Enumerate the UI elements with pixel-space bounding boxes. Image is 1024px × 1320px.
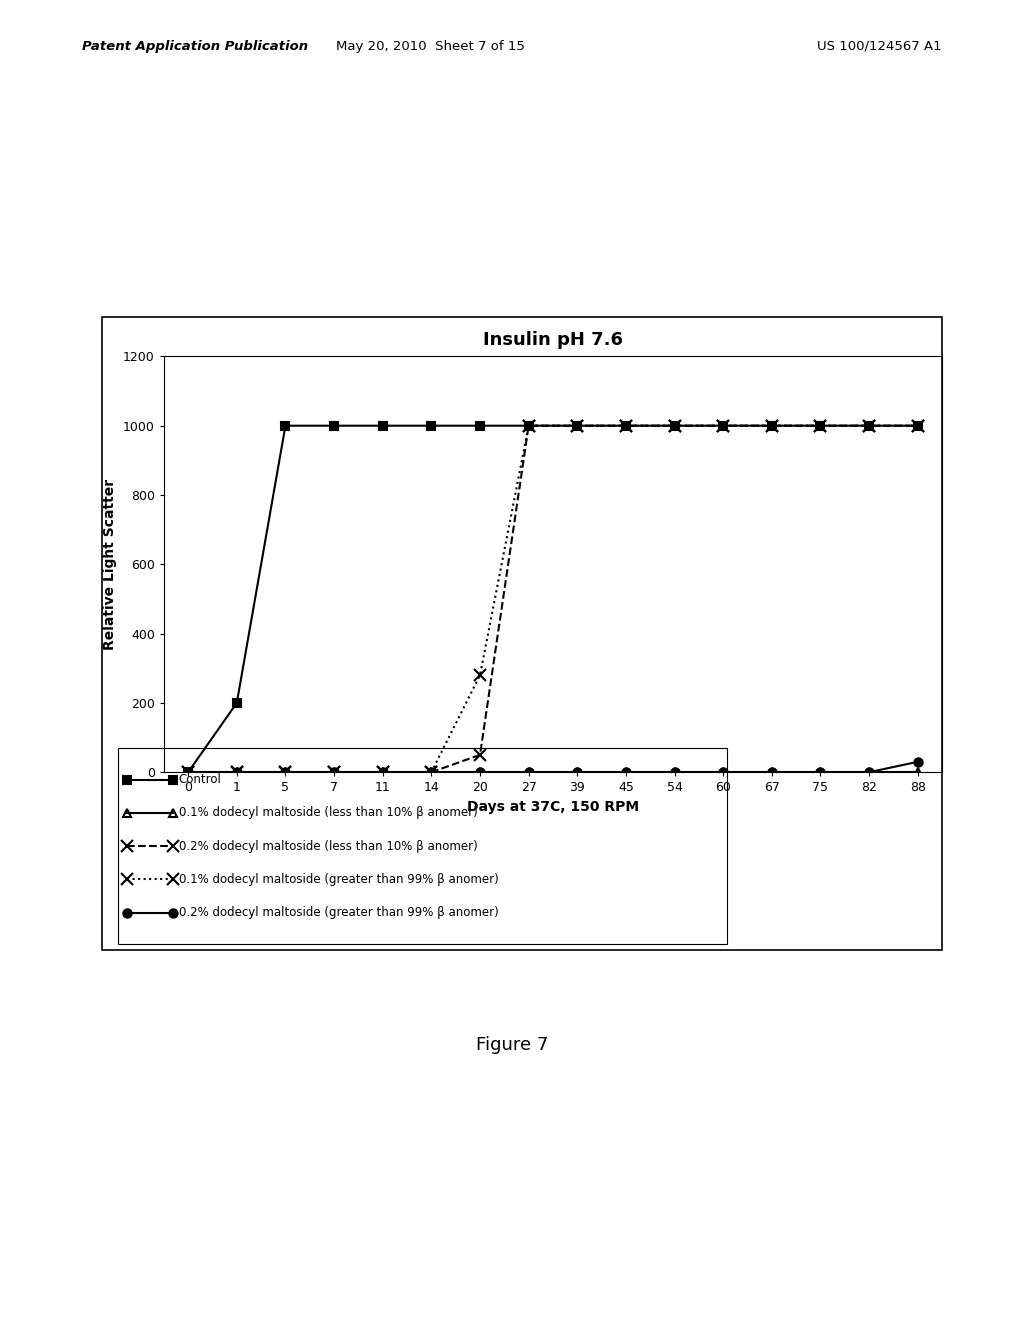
Text: Patent Application Publication: Patent Application Publication <box>82 40 308 53</box>
X-axis label: Days at 37C, 150 RPM: Days at 37C, 150 RPM <box>467 800 639 814</box>
Text: Figure 7: Figure 7 <box>476 1036 548 1055</box>
Text: 0.2% dodecyl maltoside (less than 10% β anomer): 0.2% dodecyl maltoside (less than 10% β … <box>178 840 477 853</box>
Text: 0.2% dodecyl maltoside (greater than 99% β anomer): 0.2% dodecyl maltoside (greater than 99%… <box>178 906 499 919</box>
Y-axis label: Relative Light Scatter: Relative Light Scatter <box>103 479 118 649</box>
Title: Insulin pH 7.6: Insulin pH 7.6 <box>483 331 623 350</box>
Text: May 20, 2010  Sheet 7 of 15: May 20, 2010 Sheet 7 of 15 <box>336 40 524 53</box>
Text: US 100/124567 A1: US 100/124567 A1 <box>817 40 942 53</box>
Text: 0.1% dodecyl maltoside (less than 10% β anomer): 0.1% dodecyl maltoside (less than 10% β … <box>178 807 477 820</box>
Text: 0.1% dodecyl maltoside (greater than 99% β anomer): 0.1% dodecyl maltoside (greater than 99%… <box>178 873 499 886</box>
Text: Control: Control <box>178 774 221 787</box>
